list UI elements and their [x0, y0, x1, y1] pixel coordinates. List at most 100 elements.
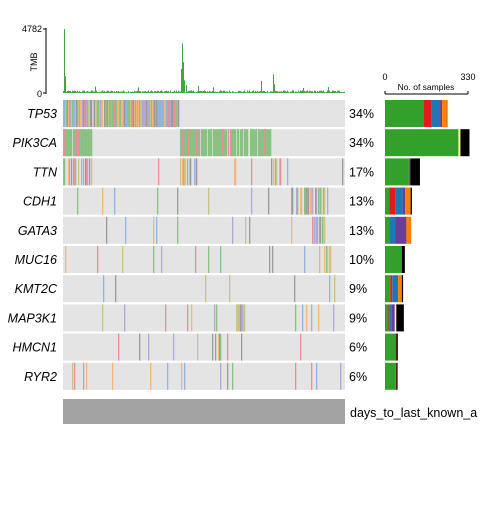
mutation-cell	[124, 100, 126, 127]
mutation-cell	[194, 158, 196, 186]
mutation-cell	[334, 275, 336, 303]
mutation-cell	[189, 158, 191, 186]
mutation-cell	[86, 362, 88, 390]
tmb-bar	[241, 91, 242, 93]
mutation-cell	[311, 304, 313, 332]
tmb-bar	[72, 90, 73, 93]
bar-segment	[396, 362, 398, 390]
tmb-bar	[134, 90, 135, 93]
mutation-cell	[187, 129, 189, 157]
mutation-cell	[244, 129, 246, 157]
gene-label: GATA3	[18, 224, 57, 238]
mutation-cell	[306, 187, 308, 215]
tmb-bar	[265, 91, 266, 93]
tmb-bar	[319, 90, 320, 93]
mutation-cell	[88, 100, 90, 127]
mutation-cell	[324, 246, 326, 273]
tmb-bar	[233, 91, 234, 93]
tmb-bar	[110, 91, 111, 93]
mutation-cell	[90, 129, 92, 157]
mutation-cell	[243, 304, 245, 332]
row-background	[63, 246, 345, 273]
bar-segment	[440, 100, 443, 127]
mutation-cell	[125, 100, 127, 127]
mutation-cell	[210, 129, 212, 157]
tmb-bar	[247, 90, 248, 93]
mutation-cell	[322, 216, 324, 244]
bar-xtick-right: 330	[460, 72, 475, 82]
tmb-bar	[143, 91, 144, 93]
tmb-bar	[185, 92, 186, 93]
mutation-cell	[161, 246, 163, 273]
bar-segment	[385, 304, 389, 332]
tmb-bar	[248, 91, 249, 93]
gene-label: MAP3K1	[8, 311, 57, 325]
mutation-cell	[192, 129, 194, 157]
mutation-cell	[77, 187, 79, 215]
mutation-cell	[234, 129, 236, 157]
mutation-cell	[184, 158, 186, 186]
tmb-bar	[240, 90, 241, 93]
mutation-cell	[242, 304, 244, 332]
mutation-cell	[72, 362, 74, 390]
mutation-cell	[114, 187, 116, 215]
mutation-cell	[71, 129, 73, 157]
mutation-cell	[256, 129, 258, 157]
mutation-cell	[240, 129, 242, 157]
mutation-cell	[235, 129, 237, 157]
mutation-cell	[208, 129, 210, 157]
tmb-bar	[145, 91, 146, 93]
mutation-cell	[186, 129, 188, 157]
mutation-cell	[198, 129, 200, 157]
mutation-cell	[236, 304, 238, 332]
mutation-cell	[223, 129, 225, 157]
mutation-cell	[218, 333, 220, 361]
mutation-cell	[142, 100, 144, 127]
tmb-bar	[136, 91, 137, 93]
mutation-cell	[83, 158, 85, 186]
mutation-cell	[65, 129, 67, 157]
mutation-cell	[319, 187, 321, 215]
bar-segment	[385, 246, 402, 273]
mutation-cell	[220, 129, 222, 157]
gene-label: TP53	[27, 107, 57, 121]
mutation-cell	[342, 158, 344, 186]
mutation-cell	[228, 129, 230, 157]
mutation-cell	[312, 216, 314, 244]
tmb-bar	[305, 91, 306, 93]
mutation-cell	[131, 100, 133, 127]
tmb-bar	[253, 90, 254, 93]
mutation-cell	[87, 100, 89, 127]
mutation-cell	[153, 100, 155, 127]
mutation-cell	[127, 100, 129, 127]
mutation-cell	[235, 158, 237, 186]
gene-labels: TP53 PIK3CA TTN CDH1 GATA3 MUC16 KMT2C MAP3K1 HM…	[8, 107, 58, 384]
bar-segment	[398, 275, 402, 303]
mutation-cell	[67, 129, 69, 157]
mutation-cell	[226, 129, 228, 157]
tmb-bar	[315, 90, 316, 93]
tmb-bar	[90, 91, 91, 93]
tmb-bar	[300, 90, 301, 93]
mutation-cell	[140, 100, 142, 127]
mutation-cell	[197, 129, 199, 157]
mutation-cell	[219, 333, 221, 361]
mutation-cell	[85, 100, 87, 127]
mutation-cell	[242, 129, 244, 157]
mutation-cell	[212, 333, 214, 361]
mutation-cell	[225, 129, 227, 157]
mutation-cell	[232, 362, 234, 390]
mutation-cell	[169, 100, 171, 127]
mutation-cell	[270, 129, 272, 157]
tmb-bar	[262, 91, 263, 93]
mutation-cell	[76, 100, 78, 127]
tmb-bar	[302, 90, 303, 93]
mutation-cell	[63, 129, 65, 157]
bar-segment	[385, 187, 390, 215]
mutation-cell	[323, 187, 325, 215]
mutation-cell	[108, 100, 110, 127]
mutation-cell	[120, 100, 122, 127]
mutation-cell	[97, 246, 99, 273]
mutation-cell	[202, 129, 204, 157]
bar-segment	[458, 129, 461, 157]
